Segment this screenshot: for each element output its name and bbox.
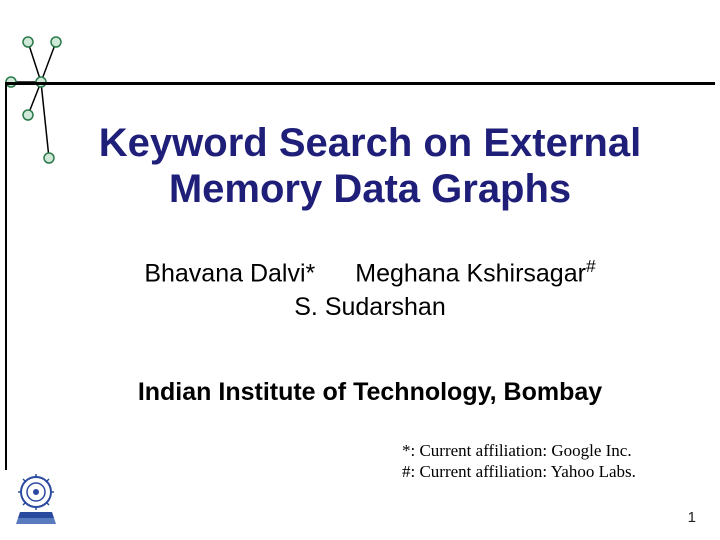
author-2: Meghana Kshirsagar (355, 259, 586, 287)
author-2-sup: # (586, 256, 596, 276)
author-1: Bhavana Dalvi* (144, 259, 315, 287)
vertical-rule (5, 82, 7, 470)
iit-bombay-logo (14, 474, 58, 524)
footnote-2: #: Current affiliation: Yahoo Labs. (402, 461, 702, 482)
slide-container: Keyword Search on External Memory Data G… (0, 0, 720, 540)
slide-title: Keyword Search on External Memory Data G… (80, 120, 660, 212)
footnote-1: *: Current affiliation: Google Inc. (402, 440, 702, 461)
page-number: 1 (688, 509, 696, 526)
authors-block: Bhavana Dalvi* Meghana Kshirsagar# S. Sud… (80, 255, 660, 325)
author-3: S. Sudarshan (294, 293, 446, 321)
header-graph-decor (0, 0, 720, 100)
affiliation-text: Indian Institute of Technology, Bombay (80, 378, 660, 407)
footnotes-block: *: Current affiliation: Google Inc. #: C… (402, 440, 702, 483)
horizontal-rule (5, 82, 715, 85)
